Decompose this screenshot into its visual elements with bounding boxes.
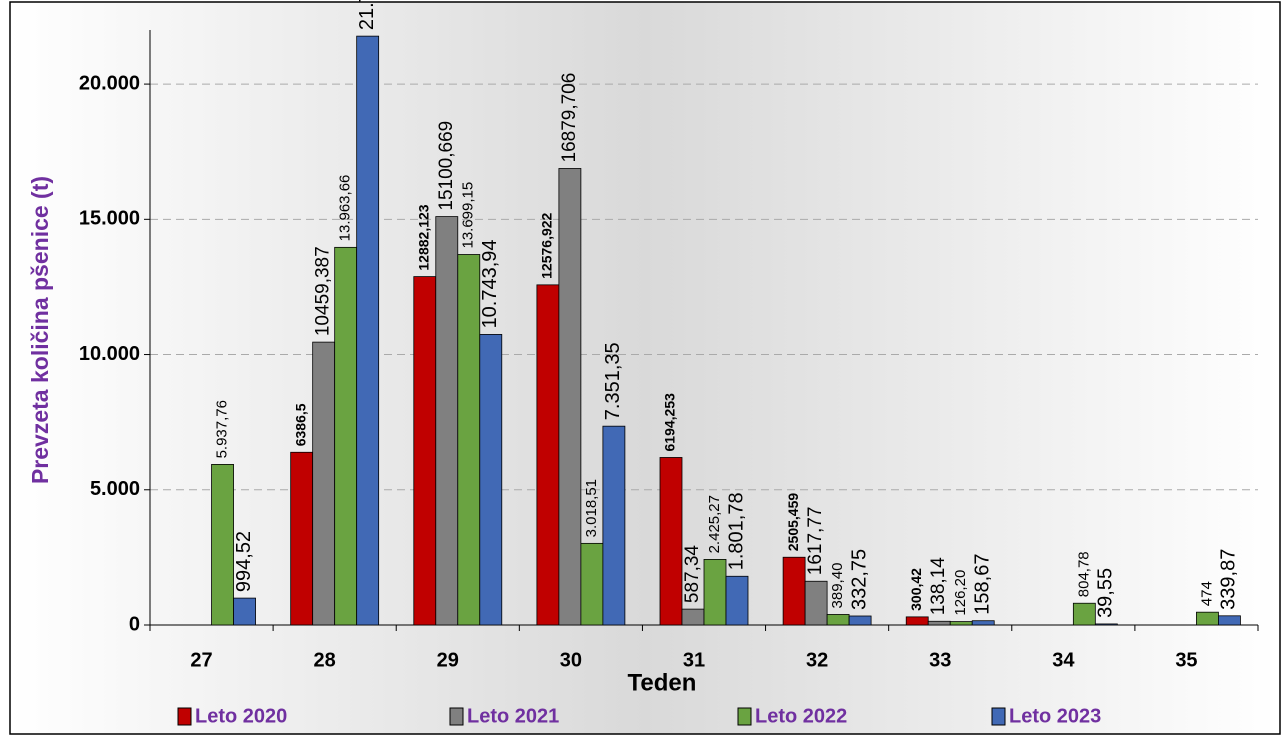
y-tick-label: 10.000	[79, 343, 140, 365]
x-tick-label: 34	[1052, 649, 1075, 671]
x-tick-label: 28	[314, 649, 336, 671]
bar	[927, 620, 951, 626]
data-label: 15100,669	[436, 121, 457, 211]
bar	[725, 575, 749, 626]
data-label: 389,40	[829, 563, 846, 609]
x-axis-label: Teden	[628, 669, 697, 696]
data-label: 994,52	[233, 531, 255, 592]
bar	[580, 542, 604, 626]
bar	[290, 451, 314, 626]
data-label: 7.351,35	[602, 342, 624, 420]
data-label: 6194,253	[662, 393, 678, 452]
x-tick-label: 32	[806, 649, 828, 671]
bar	[1094, 623, 1118, 626]
bar	[971, 620, 995, 626]
bar	[312, 341, 336, 626]
data-label: 10459,387	[313, 246, 334, 336]
data-label: 2505,459	[785, 493, 801, 552]
bar	[356, 35, 380, 626]
bar	[905, 616, 929, 626]
legend-label: Leto 2023	[1009, 705, 1101, 727]
data-label: 1617,77	[805, 507, 826, 576]
data-label: 158,67	[972, 554, 994, 615]
data-label: 2.425,27	[706, 495, 723, 553]
bar	[703, 559, 727, 626]
data-label: 300,42	[908, 568, 924, 611]
data-label: 804,78	[1075, 551, 1092, 597]
bar	[1196, 611, 1219, 626]
y-tick-label: 0	[129, 613, 140, 635]
data-label: 39,55	[1095, 568, 1117, 618]
bar	[804, 580, 828, 626]
x-tick-label: 35	[1175, 649, 1197, 671]
data-label: 339,87	[1218, 549, 1240, 610]
data-label: 13.963,66	[337, 175, 354, 242]
y-tick-label: 5.000	[90, 478, 140, 500]
data-label: 10.743,94	[479, 239, 501, 328]
bar	[681, 608, 705, 626]
x-tick-label: 27	[190, 649, 212, 671]
legend-swatch	[737, 707, 752, 726]
y-tick-label: 15.000	[79, 208, 140, 230]
bar	[1218, 615, 1241, 626]
legend-swatch	[449, 707, 464, 726]
bar	[848, 615, 872, 626]
legend-label: Leto 2020	[195, 705, 287, 727]
bar	[1072, 602, 1096, 626]
legend-label: Leto 2021	[467, 705, 559, 727]
x-tick-label: 31	[683, 649, 705, 671]
x-tick-label: 30	[560, 649, 582, 671]
bar	[233, 597, 256, 626]
data-label: 587,34	[682, 545, 703, 604]
data-label: 12576,922	[539, 212, 555, 278]
data-label: 332,75	[848, 549, 870, 610]
bar	[536, 284, 560, 626]
data-label: 12882,123	[415, 204, 431, 270]
bar	[479, 334, 503, 626]
data-label: 126,20	[952, 570, 969, 616]
x-tick-label: 33	[929, 649, 951, 671]
data-label: 6386,5	[292, 403, 308, 446]
y-axis-label: Prevzeta količina pšenice (t)	[27, 176, 53, 484]
bar	[334, 246, 358, 626]
data-label: 138,14	[928, 557, 949, 616]
data-label: 3.018,51	[583, 479, 600, 537]
data-label: 1.801,78	[725, 492, 747, 570]
data-label: 5.937,76	[214, 400, 231, 458]
data-label: 13.699,15	[460, 182, 477, 249]
bar	[435, 216, 459, 626]
data-label: 474	[1198, 581, 1215, 606]
legend-label: Leto 2022	[755, 705, 847, 727]
legend-swatch	[177, 707, 192, 726]
bar	[659, 457, 683, 626]
bar	[457, 254, 481, 626]
data-label: 21.773,00	[356, 0, 378, 30]
bar	[949, 621, 973, 626]
bar	[211, 464, 234, 626]
data-label: 16879,706	[559, 73, 580, 163]
bar	[602, 425, 626, 626]
legend-swatch	[991, 707, 1006, 726]
x-tick-label: 29	[437, 649, 459, 671]
bar	[558, 168, 582, 626]
bar	[413, 276, 437, 626]
y-tick-label: 20.000	[79, 72, 140, 94]
bar	[826, 614, 850, 626]
bar	[782, 556, 806, 626]
